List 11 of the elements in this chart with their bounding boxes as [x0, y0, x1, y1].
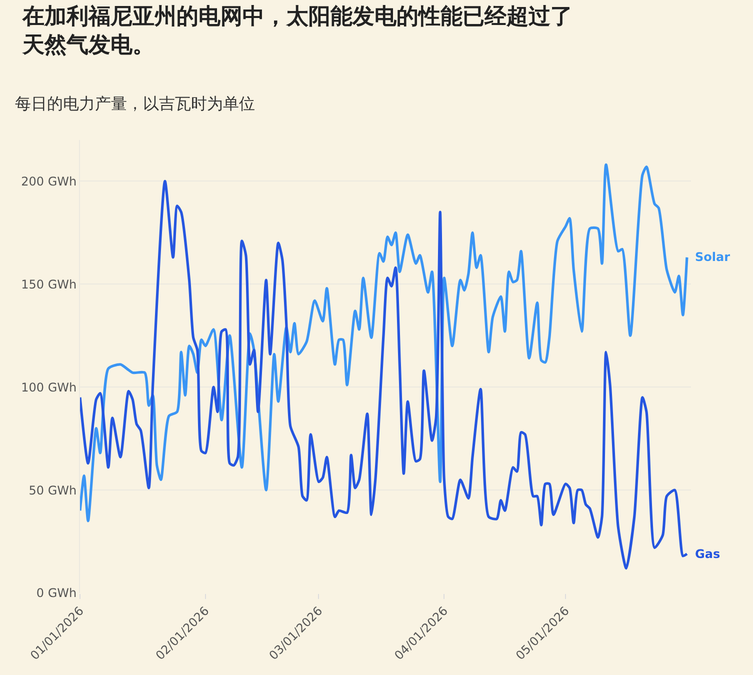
y-tick-label: 50 GWh [28, 483, 77, 498]
chart-title: 在加利福尼亚州的电网中，太阳能发电的性能已经超过了天然气发电。 [22, 4, 573, 58]
line-series [80, 163, 688, 522]
line-series [80, 180, 688, 570]
y-tick-label: 100 GWh [21, 380, 77, 394]
series-label: Solar [695, 250, 730, 264]
series-label: Gas [695, 547, 720, 561]
chart-subtitle: 每日的电力产量，以吉瓦时为单位 [15, 94, 255, 113]
y-tick-label: 0 GWh [36, 586, 77, 600]
y-tick-label: 150 GWh [21, 277, 77, 292]
y-tick-label: 200 GWh [21, 174, 77, 188]
